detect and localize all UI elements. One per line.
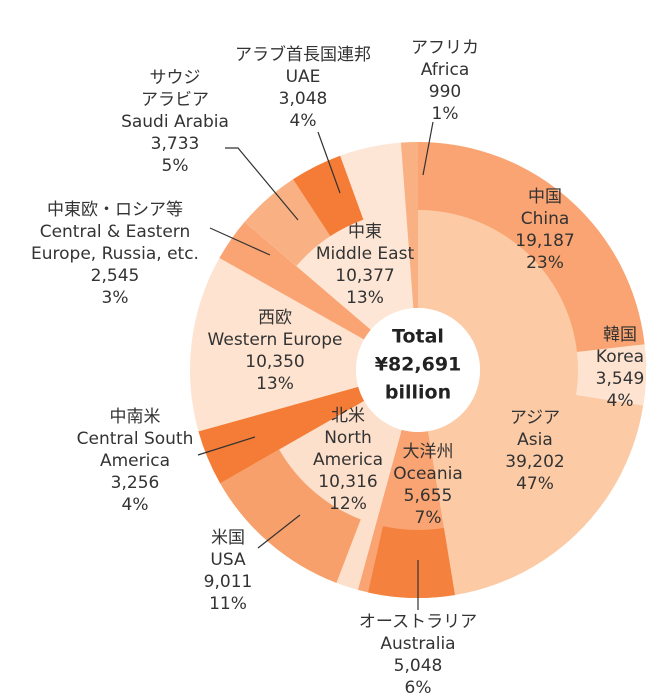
leader-line	[317, 131, 341, 194]
value-label: 2,545	[91, 266, 140, 286]
sub-sector	[293, 155, 364, 237]
value-label: 3,733	[151, 134, 200, 154]
value-label: 9,011	[204, 572, 253, 592]
region-sector	[198, 386, 365, 484]
label-name: 韓国	[603, 325, 637, 345]
share-label: 5%	[162, 156, 189, 176]
region-sector	[190, 257, 365, 432]
sub-sector	[220, 449, 361, 583]
label-name: Saudi Arabia	[121, 112, 229, 132]
total-value: ¥82,691	[375, 354, 462, 376]
label-name: America	[313, 450, 383, 470]
value-label: 5,655	[404, 486, 453, 506]
label-name: Central & Eastern	[40, 222, 191, 242]
center-hole	[356, 308, 480, 432]
label-name: アラブ首長国連邦	[235, 44, 371, 65]
value-label: 19,187	[515, 231, 574, 251]
label-name: 中南米	[110, 407, 161, 427]
label-name: Asia	[517, 430, 553, 450]
label-name: オーストラリア	[359, 612, 477, 632]
sub-sector	[418, 142, 645, 352]
label-name: アフリカ	[411, 38, 479, 58]
label-name: アジア	[510, 408, 560, 428]
share-label: 13%	[346, 288, 384, 308]
total-unit: billion	[385, 382, 451, 404]
label-name: アラビア	[141, 90, 209, 110]
share-label: 4%	[290, 111, 317, 131]
value-label: 3,256	[111, 473, 160, 493]
label-name: UAE	[286, 67, 321, 87]
label-name: 米国	[211, 528, 245, 548]
share-label: 23%	[526, 253, 564, 273]
share-label: 7%	[415, 508, 442, 528]
value-label: 3,048	[279, 89, 328, 109]
sectors	[190, 142, 647, 599]
label-name: サウジ	[150, 68, 201, 88]
label-name: 北米	[331, 406, 365, 426]
labels: 中国China19,18723%韓国Korea3,5494%アジアAsia39,…	[31, 38, 644, 697]
leader-line	[209, 227, 271, 256]
value-label: 5,048	[394, 656, 443, 676]
label-name: Korea	[596, 347, 644, 367]
label-name: Middle East	[316, 244, 415, 264]
sub-sector	[368, 526, 455, 599]
label-name: Australia	[380, 634, 455, 654]
label-name: 中東	[348, 222, 382, 242]
leader-line	[422, 121, 434, 176]
share-label: 4%	[607, 391, 634, 411]
leader-line	[197, 436, 256, 456]
label-name: Oceania	[393, 464, 463, 484]
share-label: 4%	[122, 495, 149, 515]
region-sector	[400, 142, 418, 309]
total-title: Total	[392, 326, 444, 348]
label-name: 中国	[528, 187, 562, 207]
share-label: 11%	[209, 594, 247, 614]
region-sector	[219, 221, 371, 340]
leader-line	[257, 514, 301, 549]
label-name: North	[324, 428, 372, 448]
leader-lines	[197, 121, 434, 610]
value-label: 10,377	[335, 266, 394, 286]
share-label: 12%	[329, 494, 367, 514]
label-name: Central South	[77, 429, 194, 449]
label-name: Europe, Russia, etc.	[31, 244, 199, 264]
label-name: 西欧	[258, 308, 292, 328]
share-label: 1%	[432, 104, 459, 124]
share-label: 3%	[102, 288, 129, 308]
sub-sector	[576, 344, 646, 406]
share-label: 6%	[405, 678, 432, 697]
value-label: 3,549	[596, 369, 645, 389]
share-label: 13%	[256, 374, 294, 394]
value-label: 10,350	[245, 352, 304, 372]
label-name: Africa	[421, 60, 470, 80]
value-label: 39,202	[505, 452, 564, 472]
label-name: 大洋州	[403, 442, 454, 462]
value-label: 990	[429, 82, 461, 102]
share-label: 47%	[516, 474, 554, 494]
label-name: China	[521, 209, 570, 229]
value-label: 10,316	[318, 472, 377, 492]
label-name: 中東欧・ロシア等	[47, 200, 183, 220]
label-name: Western Europe	[208, 330, 343, 350]
sub-sector	[244, 179, 331, 267]
label-name: USA	[210, 550, 246, 570]
leader-line	[225, 147, 299, 221]
label-name: America	[100, 451, 170, 471]
